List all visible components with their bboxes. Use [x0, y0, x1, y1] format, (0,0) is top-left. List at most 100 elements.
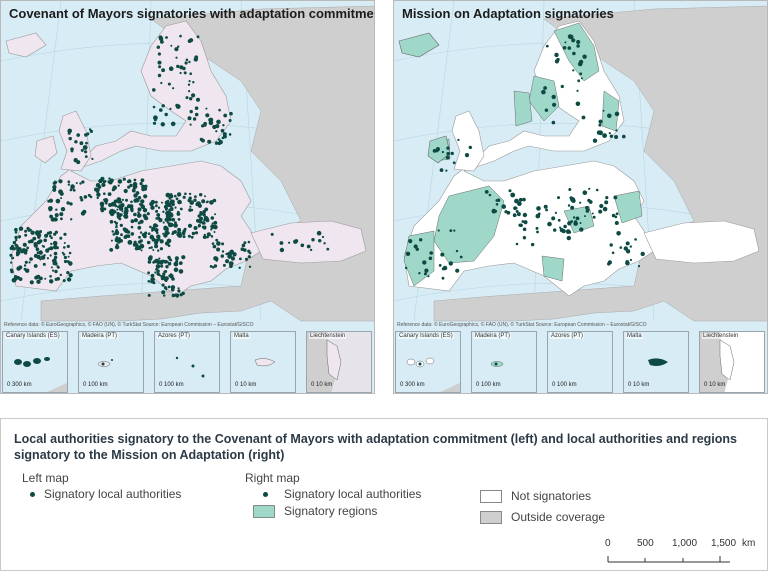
signatory-point [614, 215, 618, 219]
signatory-point [572, 69, 575, 72]
signatory-point [158, 238, 161, 241]
signatory-point [169, 207, 174, 212]
signatory-point [125, 234, 128, 237]
signatory-point [577, 79, 581, 83]
signatory-point [66, 244, 70, 248]
signatory-point [114, 230, 120, 236]
signatory-point [163, 270, 166, 273]
signatory-point [146, 212, 150, 216]
signatory-point [598, 130, 603, 136]
signatory-point [52, 185, 57, 190]
signatory-point [607, 260, 612, 265]
signatory-point [116, 208, 119, 211]
signatory-point [518, 212, 521, 215]
signatory-point [103, 198, 109, 203]
signatory-point [137, 211, 140, 214]
signatory-point [554, 59, 559, 64]
signatory-point [163, 259, 168, 264]
inset-liechtenstein: Liechtenstein 0 10 km [306, 331, 372, 393]
signatory-point [123, 188, 128, 194]
signatory-point [147, 271, 151, 275]
signatory-point [559, 226, 562, 229]
signatory-point [173, 223, 178, 228]
signatory-point [50, 236, 53, 240]
signatory-point [174, 293, 178, 297]
signatory-point [553, 228, 557, 232]
legend-outside-coverage: Outside coverage [480, 510, 605, 524]
signatory-point [188, 192, 192, 196]
signatory-point [244, 257, 249, 261]
signatory-point [415, 247, 419, 251]
signatory-point [504, 210, 508, 214]
signatory-point [203, 233, 206, 236]
signatory-point [16, 245, 19, 248]
signatory-point [199, 216, 204, 221]
signatory-point [154, 200, 158, 204]
signatory-point [163, 276, 169, 282]
signatory-point [199, 193, 203, 197]
signatory-point [189, 123, 192, 126]
signatory-point [138, 203, 142, 206]
signatory-point [551, 120, 556, 125]
signatory-point [508, 189, 512, 193]
signatory-point [300, 243, 305, 248]
signatory-point [165, 207, 169, 210]
signatory-point [613, 195, 618, 200]
signatory-point [79, 196, 83, 199]
signatory-point [552, 102, 557, 107]
left-map-legend-heading: Left map [22, 471, 69, 485]
signatory-point [175, 197, 179, 201]
signatory-point [323, 242, 326, 245]
signatory-point [72, 188, 76, 192]
inset-malta: Malta 0 10 km [230, 331, 296, 393]
signatory-point [442, 265, 448, 271]
signatory-point [101, 182, 106, 187]
signatory-point [515, 210, 519, 213]
signatory-point [640, 251, 645, 257]
signatory-point [182, 195, 186, 199]
signatory-point [143, 194, 148, 199]
signatory-point [575, 101, 581, 107]
signatory-point [194, 231, 199, 235]
signatory-point [510, 192, 516, 198]
signatory-point [35, 230, 40, 236]
signatory-point [174, 221, 177, 225]
signatory-point [177, 289, 181, 293]
signatory-point [100, 176, 105, 181]
signatory-point [519, 223, 523, 228]
signatory-point [611, 213, 616, 218]
signatory-point [127, 179, 132, 184]
signatory-point [49, 254, 52, 257]
signatory-point [445, 155, 450, 160]
signatory-point [54, 213, 59, 218]
signatory-point [62, 279, 66, 283]
signatory-point [501, 204, 506, 209]
signatory-point [422, 260, 427, 265]
signatory-point [194, 112, 199, 117]
turkey-land [643, 220, 760, 264]
signatory-point [150, 279, 155, 284]
signatory-point [190, 235, 194, 239]
inset-label: Canary Islands (ES) [5, 333, 61, 339]
signatory-point [54, 269, 58, 274]
signatory-point [203, 219, 206, 222]
signatory-point [198, 219, 203, 224]
signatory-point [155, 217, 159, 220]
signatory-point [164, 112, 168, 117]
signatory-point [160, 122, 165, 127]
signatory-point [201, 225, 205, 229]
signatory-point [428, 256, 433, 261]
signatory-point [218, 140, 223, 145]
signatory-point [189, 72, 192, 75]
signatory-point [598, 209, 603, 214]
signatory-point [599, 203, 604, 209]
signatory-point [167, 217, 172, 222]
signatory-point [147, 260, 152, 264]
legend-not-signatories: Not signatories [480, 489, 591, 503]
signatory-point [543, 86, 547, 90]
signatory-point [496, 198, 501, 202]
inset-malta: Malta 0 10 km [623, 331, 689, 393]
signatory-point [15, 246, 18, 249]
signatory-point [167, 261, 172, 266]
signatory-point [118, 217, 122, 221]
